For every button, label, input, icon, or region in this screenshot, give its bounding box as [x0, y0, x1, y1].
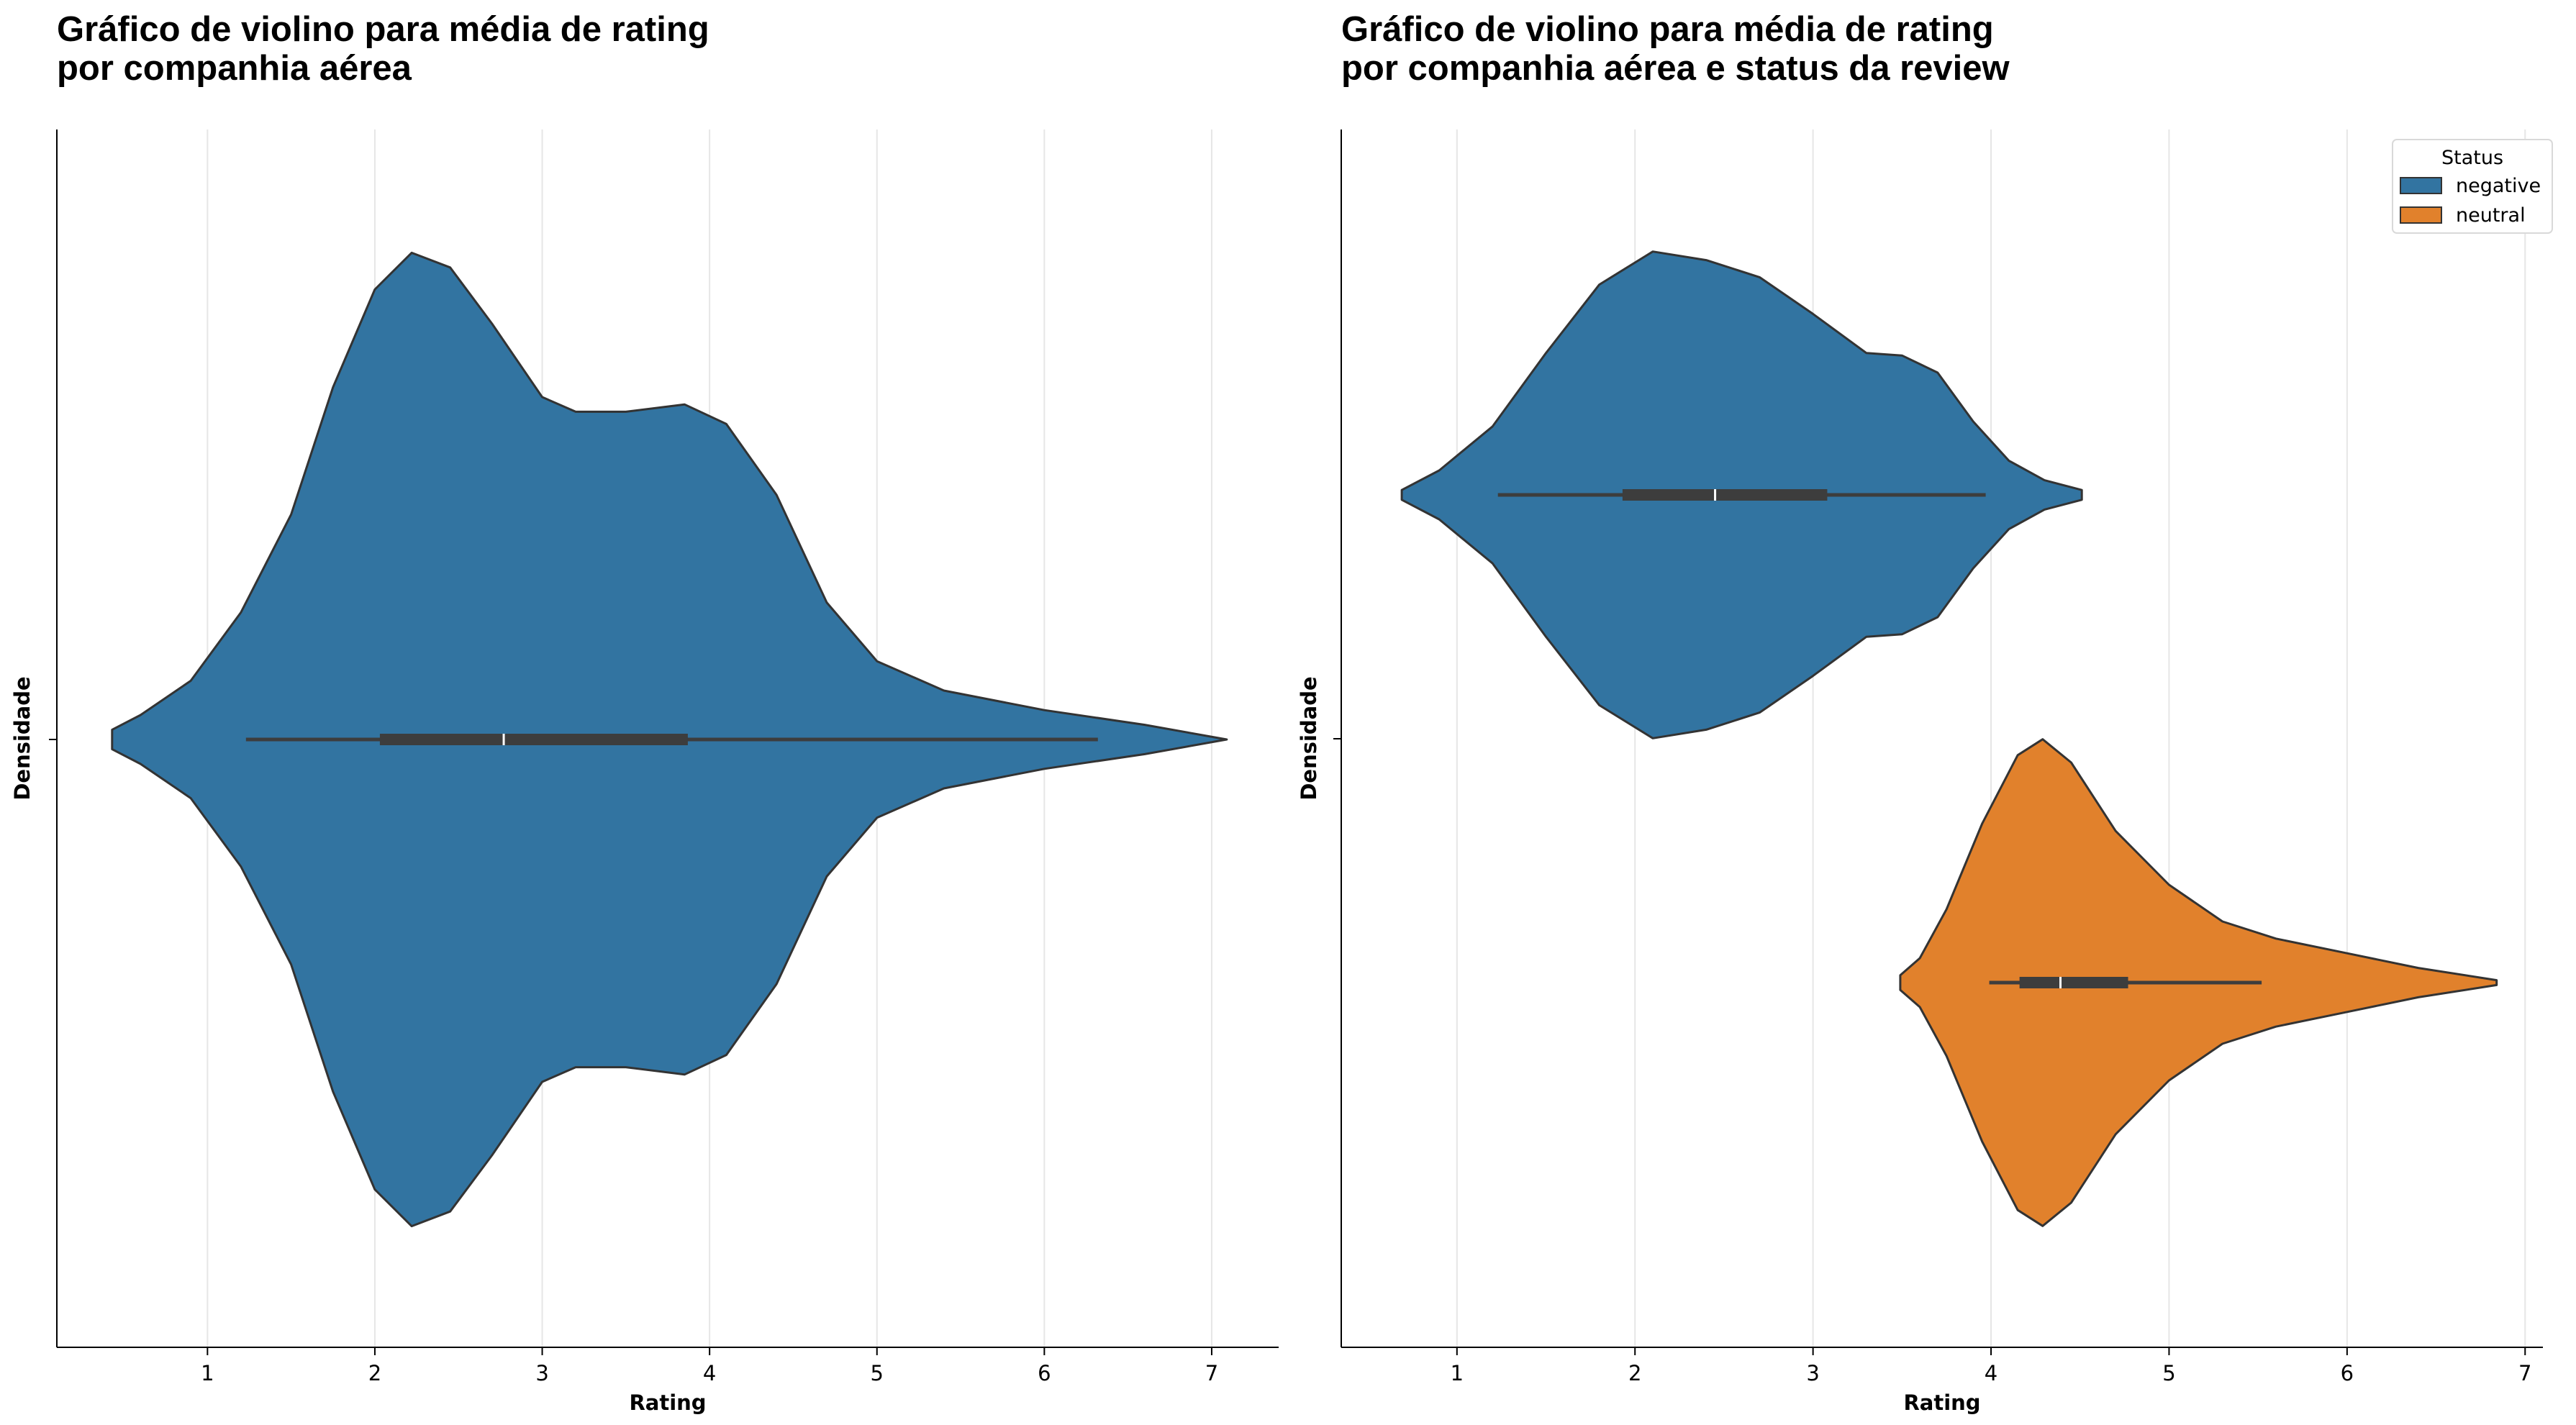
violin-iqr-box [379, 734, 688, 745]
legend-swatch-negative [2400, 177, 2442, 194]
x-tick-label: 3 [1806, 1361, 1819, 1385]
chart-panel-left: 1 2 3 4 5 6 7 Gráfico de violino para média de … [10, 10, 1279, 1415]
x-tick-label: 6 [1038, 1361, 1051, 1385]
x-tick-label: 2 [1628, 1361, 1641, 1385]
x-axis-label: Rating [629, 1390, 706, 1415]
y-axis-label: Densidade [10, 676, 35, 800]
x-tick-label: 4 [703, 1361, 716, 1385]
chart-title-line: por companhia aérea e status da review [1341, 49, 2010, 88]
x-tick-label: 4 [1985, 1361, 1997, 1385]
x-tick-label: 2 [368, 1361, 381, 1385]
violin-iqr-box [1622, 489, 1828, 501]
x-tick-label: 7 [1205, 1361, 1218, 1385]
x-tick-label: 5 [871, 1361, 884, 1385]
chart-title-line: Gráfico de violino para média de rating [57, 10, 709, 49]
x-tick-label: 1 [1451, 1361, 1464, 1385]
x-tick-label: 5 [2162, 1361, 2175, 1385]
x-tick-label: 3 [535, 1361, 548, 1385]
legend-title: Status [2441, 147, 2503, 169]
x-tick-label: 1 [201, 1361, 214, 1385]
x-tick-label: 7 [2518, 1361, 2531, 1385]
violin-iqr-box [2019, 977, 2128, 988]
chart-title-line: por companhia aérea [57, 49, 412, 88]
chart-panel-right: 1 2 3 4 5 6 7 Gráfico de violino para média de … [1297, 10, 2553, 1415]
x-axis-label: Rating [1903, 1390, 1980, 1415]
x-tick-label: 6 [2341, 1361, 2354, 1385]
legend-swatch-neutral [2400, 206, 2442, 224]
legend-label-neutral: neutral [2456, 204, 2526, 227]
y-axis-label: Densidade [1297, 676, 1321, 800]
legend-label-negative: negative [2456, 175, 2541, 197]
chart-title-line: Gráfico de violino para média de rating [1341, 10, 1994, 49]
